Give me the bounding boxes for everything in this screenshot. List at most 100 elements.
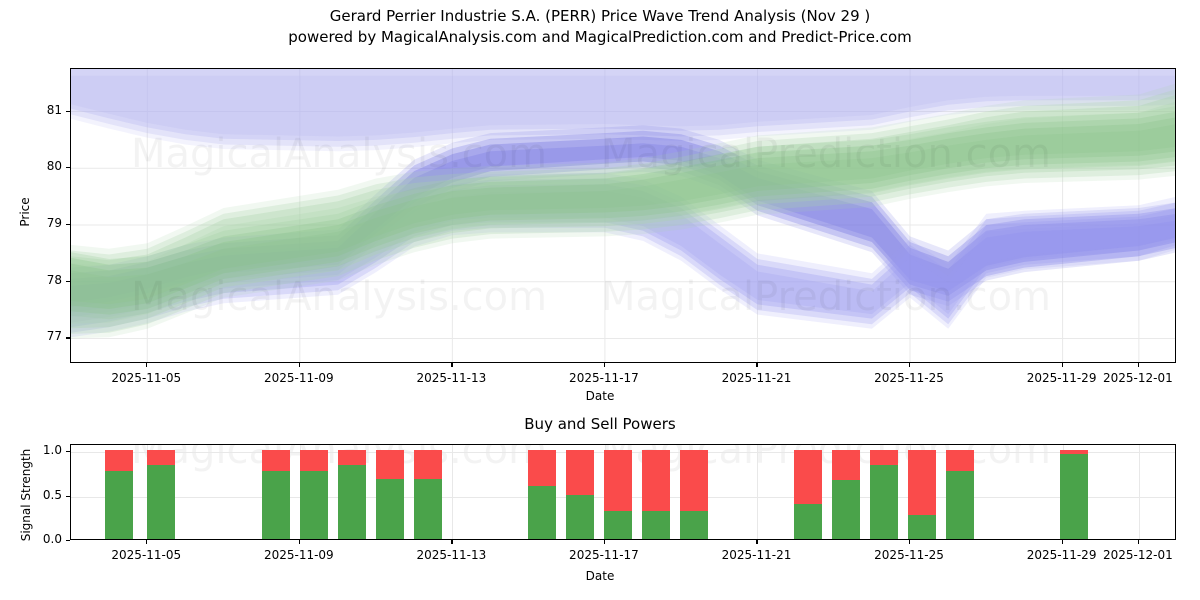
bar-xtick-2025-11-21: 2025-11-21 bbox=[721, 548, 792, 562]
wave-band-green-light-band bbox=[71, 89, 1175, 334]
buy-power-segment bbox=[376, 479, 404, 539]
wave-band-green-light-band bbox=[71, 83, 1175, 339]
tick-mark bbox=[298, 363, 300, 367]
signal-bar[interactable] bbox=[680, 450, 708, 539]
buy-power-segment bbox=[680, 510, 708, 539]
sell-power-segment bbox=[376, 450, 404, 480]
sell-power-segment bbox=[1060, 450, 1088, 454]
bar-xtick-2025-12-01: 2025-12-01 bbox=[1102, 548, 1173, 562]
signal-bar[interactable] bbox=[604, 450, 632, 539]
wave-band-outer-blue-upper bbox=[71, 75, 1175, 137]
wave-band-inner-blue-wave bbox=[71, 143, 1175, 303]
tick-mark bbox=[146, 363, 148, 367]
tick-mark bbox=[603, 540, 606, 544]
signal-bar[interactable] bbox=[794, 450, 822, 539]
tick-mark bbox=[66, 280, 70, 282]
price-wave-bands bbox=[71, 69, 1175, 362]
price-wave-chart-plot-area: MagicalAnalysis.com MagicalPrediction.co… bbox=[70, 68, 1176, 363]
wave-band-inner-blue-wave bbox=[71, 136, 1175, 308]
tick-mark bbox=[451, 363, 453, 367]
tick-mark bbox=[1137, 363, 1140, 367]
wave-band-inner-blue-wave bbox=[71, 125, 1175, 318]
main-xtick-2025-11-13: 2025-11-13 bbox=[416, 371, 487, 385]
buy-power-segment bbox=[105, 470, 133, 539]
buy-power-segment bbox=[300, 470, 328, 539]
wave-band-lower-blue-wave bbox=[71, 184, 1175, 328]
tick-mark bbox=[909, 540, 911, 544]
signal-bar[interactable] bbox=[528, 450, 556, 539]
page-title: Gerard Perrier Industrie S.A. (PERR) Pri… bbox=[0, 6, 1200, 48]
bar-xtick-2025-11-09: 2025-11-09 bbox=[263, 548, 334, 562]
title-line-1: Gerard Perrier Industrie S.A. (PERR) Pri… bbox=[329, 7, 871, 25]
main-xtick-2025-11-05: 2025-11-05 bbox=[111, 371, 182, 385]
wave-band-green-upper-band bbox=[71, 106, 1175, 320]
buy-power-segment bbox=[908, 515, 936, 539]
buy-sell-chart-title: Buy and Sell Powers bbox=[524, 415, 676, 433]
main-chart-ylabel: Price bbox=[18, 197, 32, 227]
signal-bar[interactable] bbox=[300, 450, 328, 539]
buy-power-segment bbox=[147, 465, 175, 539]
buy-sell-chart-xlabel: Date bbox=[585, 569, 615, 583]
wave-band-lower-blue-wave bbox=[71, 172, 1175, 338]
tick-mark bbox=[1061, 540, 1063, 544]
sell-power-segment bbox=[105, 450, 133, 471]
signal-bar[interactable] bbox=[908, 450, 936, 539]
sell-power-segment bbox=[414, 450, 442, 480]
signal-bar[interactable] bbox=[262, 450, 290, 539]
wave-band-green-light-band bbox=[71, 101, 1175, 324]
tick-mark bbox=[66, 110, 70, 112]
tick-mark bbox=[66, 224, 70, 226]
main-ytick-80: 80 bbox=[46, 159, 62, 174]
signal-bar[interactable] bbox=[832, 450, 860, 539]
buy-sell-chart-plot-area: MagicalAnalysis.com MagicalPrediction.co… bbox=[70, 444, 1176, 540]
signal-bar[interactable] bbox=[642, 450, 670, 539]
bar-gridline-v bbox=[757, 445, 759, 539]
buy-power-segment bbox=[870, 465, 898, 539]
bar-xtick-2025-11-05: 2025-11-05 bbox=[111, 548, 182, 562]
sell-power-segment bbox=[870, 450, 898, 466]
main-chart-xlabel: Date bbox=[585, 389, 615, 403]
sell-power-segment bbox=[300, 450, 328, 471]
buy-power-segment bbox=[642, 510, 670, 539]
sell-power-segment bbox=[262, 450, 290, 471]
main-xtick-2025-11-21: 2025-11-21 bbox=[721, 371, 792, 385]
signal-bar[interactable] bbox=[147, 450, 175, 539]
buy-power-segment bbox=[604, 510, 632, 539]
buy-power-segment bbox=[794, 504, 822, 539]
tick-mark bbox=[66, 451, 70, 453]
bar-xtick-2025-11-13: 2025-11-13 bbox=[416, 548, 487, 562]
buy-power-segment bbox=[946, 470, 974, 539]
signal-bar[interactable] bbox=[870, 450, 898, 539]
wave-band-lower-blue-wave bbox=[71, 178, 1175, 333]
signal-bar[interactable] bbox=[338, 450, 366, 539]
tick-mark bbox=[66, 337, 70, 339]
tick-mark bbox=[756, 540, 758, 544]
tick-mark bbox=[66, 540, 70, 542]
wave-band-green-upper-band bbox=[71, 124, 1175, 305]
tick-mark bbox=[146, 540, 148, 544]
buy-power-segment bbox=[832, 480, 860, 539]
buy-power-segment bbox=[414, 479, 442, 539]
signal-bar[interactable] bbox=[1060, 450, 1088, 539]
sell-power-segment bbox=[794, 450, 822, 505]
wave-band-outer-blue-upper bbox=[71, 69, 1175, 152]
sell-power-segment bbox=[604, 450, 632, 511]
signal-bar[interactable] bbox=[376, 450, 404, 539]
sell-power-segment bbox=[946, 450, 974, 471]
sell-power-segment bbox=[147, 450, 175, 466]
bar-xtick-2025-11-17: 2025-11-17 bbox=[569, 548, 639, 562]
tick-mark bbox=[1137, 540, 1140, 544]
wave-band-green-light-band bbox=[71, 95, 1175, 329]
signal-bar[interactable] bbox=[414, 450, 442, 539]
bar-ytick-0.5: 0.5 bbox=[42, 487, 62, 502]
sell-power-segment bbox=[642, 450, 670, 511]
tick-mark bbox=[603, 363, 606, 367]
signal-bar[interactable] bbox=[946, 450, 974, 539]
signal-bar[interactable] bbox=[566, 450, 594, 539]
main-xtick-2025-11-25: 2025-11-25 bbox=[874, 371, 944, 385]
tick-mark bbox=[909, 363, 911, 367]
main-xtick-2025-12-01: 2025-12-01 bbox=[1102, 371, 1173, 385]
wave-band-outer-blue-upper bbox=[71, 69, 1175, 147]
signal-bar[interactable] bbox=[105, 450, 133, 539]
